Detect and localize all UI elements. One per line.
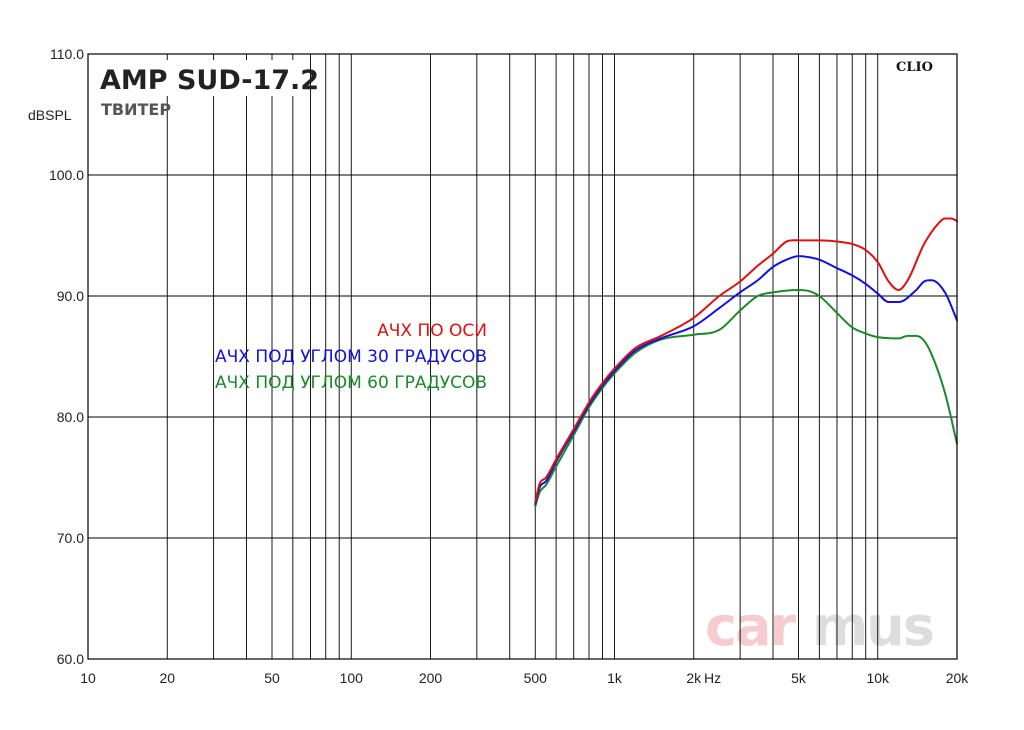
- clio-brand: CLIO: [896, 60, 933, 75]
- x-tick-label: 20: [159, 670, 175, 686]
- watermark: car mus: [705, 595, 935, 658]
- tick-labels: 10 20 50 100 200 500 1k 2k 5k 10k 20k 60.0 70.0 80.0 9…: [49, 46, 969, 686]
- legend-entry-30deg: АЧХ ПОД УГЛОМ 30 ГРАДУСОВ: [215, 347, 487, 367]
- x-axis-label: Hz: [704, 670, 721, 686]
- y-tick-label: 80.0: [57, 409, 84, 425]
- y-axis-label: dBSPL: [28, 107, 72, 123]
- x-tick-label: 200: [419, 670, 443, 686]
- plot-frame: [87, 53, 958, 660]
- legend-entry-60deg: АЧХ ПОД УГЛОМ 60 ГРАДУСОВ: [215, 373, 487, 393]
- series-line-axis: [534, 217, 958, 503]
- y-tick-label: 110.0: [50, 46, 84, 62]
- chart-title: AMP SUD-17.2: [100, 65, 319, 96]
- x-tick-label: 1k: [607, 670, 623, 686]
- x-tick-label: 500: [524, 670, 548, 686]
- y-tick-label: 60.0: [57, 651, 84, 667]
- brand-backdrop: [893, 58, 941, 76]
- y-tick-label: 90.0: [57, 288, 84, 304]
- series-group: [534, 217, 958, 508]
- x-tick-label: 10k: [866, 670, 890, 686]
- legend: АЧХ ПО ОСИ АЧХ ПОД УГЛОМ 30 ГРАДУСОВ АЧХ…: [215, 321, 487, 393]
- x-tick-label: 20k: [946, 670, 970, 686]
- series-line-30deg: [534, 255, 958, 506]
- y-tick-label: 70.0: [57, 530, 84, 546]
- watermark-part1: car: [705, 595, 796, 658]
- chart-subtitle: ТВИТЕР: [101, 100, 171, 119]
- x-tick-label: 5k: [791, 670, 807, 686]
- x-tick-label: 2k: [686, 670, 702, 686]
- x-tick-label: 100: [340, 670, 364, 686]
- x-tick-label: 50: [264, 670, 280, 686]
- watermark-part2: mus: [812, 595, 933, 658]
- y-tick-label: 100.0: [49, 167, 84, 183]
- series-line-60deg: [534, 288, 958, 508]
- x-tick-label: 10: [80, 670, 96, 686]
- title-backdrop: [96, 60, 304, 96]
- grid: [88, 54, 957, 659]
- legend-entry-axis: АЧХ ПО ОСИ: [377, 321, 487, 341]
